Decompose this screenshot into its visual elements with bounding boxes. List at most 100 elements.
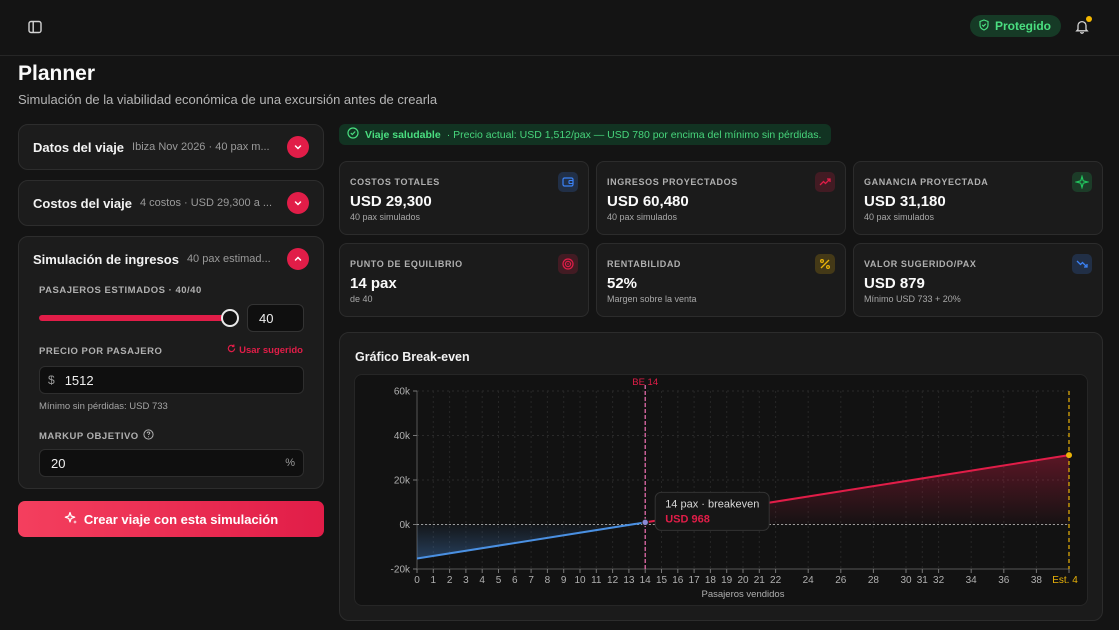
x-tick-label: 14 (640, 575, 652, 586)
x-tick-label: 24 (803, 575, 815, 586)
x-tick-label: 0 (414, 575, 420, 586)
x-tick-label: 6 (512, 575, 518, 586)
x-tick-label: 2 (447, 575, 453, 586)
kpi-value: USD 31,180 (864, 193, 946, 210)
kpi-label: PUNTO DE EQUILIBRIO (350, 259, 463, 269)
y-tick-label: 60k (394, 387, 411, 398)
markup-label-row: MARKUP OBJETIVO (39, 429, 154, 443)
chevron-up-icon[interactable] (287, 248, 309, 270)
passengers-slider-track[interactable] (39, 315, 229, 321)
x-tick-label: 4 (479, 575, 485, 586)
help-circle-icon[interactable] (143, 429, 154, 443)
x-tick-label: 1 (431, 575, 437, 586)
kpi-value: USD 60,480 (607, 193, 689, 210)
trip-costs-section: Costos del viaje 4 costos · USD 29,300 a… (18, 180, 324, 226)
notification-dot (1086, 16, 1092, 22)
kpi-value: USD 879 (864, 275, 925, 292)
x-tick-label: 16 (672, 575, 684, 586)
x-tick-label: 15 (656, 575, 668, 586)
use-suggested-button[interactable]: Usar sugerido (227, 344, 303, 356)
x-tick-label: 28 (868, 575, 880, 586)
markup-label: MARKUP OBJETIVO (39, 430, 139, 442)
x-tick-label: 32 (933, 575, 945, 586)
y-tick-label: 20k (394, 476, 411, 487)
create-trip-label: Crear viaje con esta simulación (83, 511, 279, 527)
chevron-down-icon[interactable] (287, 192, 309, 214)
loss-line (416, 521, 646, 560)
currency-symbol: $ (48, 373, 55, 387)
kpi-label: RENTABILIDAD (607, 259, 682, 269)
page-title: Planner (18, 62, 96, 85)
sparkles-icon (64, 511, 78, 528)
x-tick-label: 22 (770, 575, 782, 586)
markup-value: 20 (51, 455, 66, 471)
y-tick-label: 40k (394, 431, 411, 442)
x-tick-label: 11 (591, 575, 602, 586)
markup-unit: % (285, 457, 295, 469)
sparkle-icon (1072, 172, 1092, 192)
x-tick-label: 30 (900, 575, 912, 586)
trip-health-banner: Viaje saludable · Precio actual: USD 1,5… (339, 124, 832, 145)
top-bar: Protegido (0, 0, 1119, 56)
markup-input[interactable]: 20 % (39, 449, 304, 477)
trip-costs-header[interactable]: Costos del viaje 4 costos · USD 29,300 a… (19, 181, 323, 225)
use-suggested-label: Usar sugerido (239, 344, 303, 356)
trip-data-title: Datos del viaje (33, 139, 125, 155)
x-tick-label: 3 (463, 575, 469, 586)
x-tick-label: 19 (721, 575, 733, 586)
breakeven-point (641, 518, 649, 527)
chart-area: -20k 0k 20k 40k 60k 0 1 2 3 4 5 6 7 8 9 10 11 12 13 14 15 16 1… (354, 374, 1088, 606)
breakeven-chart-card: Gráfico Break-even -20k 0k 20k 40k 60k 0 1 2 3 4 5… (339, 332, 1103, 621)
kpi-sub: Margen sobre la venta (607, 294, 697, 304)
kpi-card: COSTOS TOTALES USD 29,300 40 pax simulados (339, 161, 589, 235)
trip-data-summary: Ibiza Nov 2026 · 40 pax m... (132, 141, 270, 153)
page-subtitle: Simulación de la viabilidad económica de… (18, 92, 438, 107)
x-tick-label: 26 (835, 575, 847, 586)
x-tick-label: 12 (607, 575, 619, 586)
chevron-down-icon[interactable] (287, 136, 309, 158)
kpi-sub: de 40 (350, 294, 373, 304)
notifications-bell-icon[interactable] (1072, 16, 1092, 36)
x-tick-label: 10 (574, 575, 586, 586)
price-label: PRECIO POR PASAJERO (39, 346, 163, 357)
x-tick-label: 5 (496, 575, 502, 586)
wallet-icon (558, 172, 578, 192)
income-simulation-title: Simulación de ingresos (33, 251, 179, 267)
estimate-point (1066, 452, 1072, 459)
passengers-input[interactable]: 40 (247, 304, 304, 332)
passengers-slider-thumb[interactable] (221, 309, 239, 327)
x-tick-label: 20 (737, 575, 749, 586)
kpi-value: 14 pax (350, 275, 397, 292)
x-tick-label: 8 (545, 575, 551, 586)
estimate-label: Est. 4 (1052, 575, 1078, 586)
y-tick-label: 0k (399, 520, 411, 531)
x-axis-label: Pasajeros vendidos (702, 589, 785, 600)
protected-badge: Protegido (970, 15, 1061, 37)
passengers-label: PASAJEROS ESTIMADOS · 40/40 (39, 285, 202, 296)
kpi-sub: 40 pax simulados (864, 212, 935, 222)
price-input[interactable]: $ 1512 (39, 366, 304, 394)
tooltip-value: USD 968 (665, 513, 710, 525)
kpi-card: INGRESOS PROYECTADOS USD 60,480 40 pax sim… (596, 161, 846, 235)
kpi-sub: 40 pax simulados (350, 212, 421, 222)
create-trip-button[interactable]: Crear viaje con esta simulación (18, 501, 324, 537)
percent-icon (815, 254, 835, 274)
trending-down-icon (1072, 254, 1092, 274)
trip-costs-summary: 4 costos · USD 29,300 a ... (139, 197, 273, 209)
x-tick-label: 9 (561, 575, 567, 586)
kpi-label: GANANCIA PROYECTADA (864, 177, 989, 187)
check-circle-icon (347, 127, 359, 142)
income-simulation-summary: 40 pax estimad... (186, 253, 271, 265)
income-simulation-body: PASAJEROS ESTIMADOS · 40/40 40 PRECIO PO… (19, 281, 323, 489)
kpi-card: RENTABILIDAD 52% Margen sobre la venta (596, 243, 846, 317)
x-tick-label: 17 (689, 575, 701, 586)
income-simulation-header[interactable]: Simulación de ingresos 40 pax estimad... (19, 237, 323, 281)
protected-label: Protegido (995, 19, 1051, 33)
kpi-value: 52% (607, 275, 638, 292)
sidebar-toggle-icon[interactable] (24, 16, 46, 38)
trip-data-header[interactable]: Datos del viaje Ibiza Nov 2026 · 40 pax … (19, 125, 323, 169)
kpi-label: INGRESOS PROYECTADOS (607, 177, 738, 187)
x-tick-label: 36 (998, 575, 1010, 586)
kpi-value: USD 29,300 (350, 193, 432, 210)
kpi-sub: 40 pax simulados (607, 212, 678, 222)
